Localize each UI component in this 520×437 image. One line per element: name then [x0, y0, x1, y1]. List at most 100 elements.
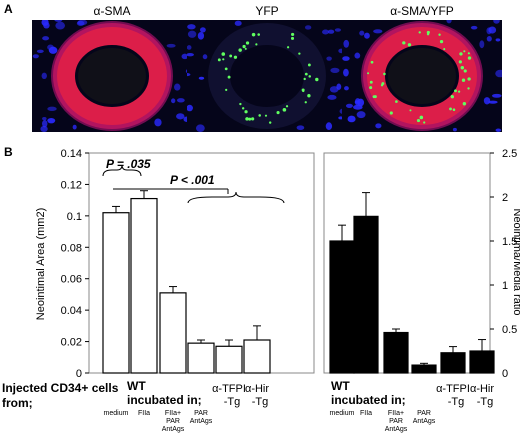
category-label: AntAgs	[162, 426, 185, 433]
nucleus-spot	[304, 25, 312, 30]
bar	[353, 215, 379, 374]
bar	[243, 339, 271, 374]
nucleus-spot	[325, 122, 333, 131]
yfp-cell	[423, 121, 426, 124]
yfp-cell	[439, 40, 444, 44]
nucleus-spot	[375, 123, 382, 129]
yfp-cell	[224, 67, 228, 71]
y-tick-label: 0.12	[61, 179, 82, 191]
yfp-cell	[304, 72, 308, 76]
annotation-p001: P < .001	[170, 173, 215, 187]
yfp-cell	[459, 52, 463, 56]
nucleus-spot	[154, 118, 162, 127]
nucleus-spot	[446, 20, 452, 24]
yfp-cell	[409, 109, 412, 112]
yfp-cell	[315, 77, 319, 82]
yfp-cell	[443, 48, 446, 51]
y-tick-label: 0.02	[61, 337, 82, 349]
yfp-cell	[244, 110, 248, 114]
bracket-p001	[187, 191, 285, 204]
nucleus-spot	[187, 104, 193, 112]
yfp-cell	[245, 117, 249, 121]
yfp-cell	[462, 102, 467, 106]
panel-b-label: B	[4, 145, 13, 159]
nucleus-spot	[491, 93, 502, 98]
yfp-cell	[229, 54, 233, 58]
nucleus-spot	[176, 113, 185, 120]
yfp-cell	[454, 89, 457, 93]
nucleus-spot	[40, 125, 48, 132]
yfp-cell	[245, 41, 250, 45]
nucleus-spot	[187, 24, 196, 30]
nucleus-spot	[32, 54, 39, 59]
bracket-p035	[102, 164, 142, 177]
yfp-cell	[307, 94, 311, 98]
left-category-labels: medium FIIa FIIa+PARAntAgsPARAntAgsα-TFPI-…	[104, 383, 270, 433]
right-y-axis: 0 0.5 1 1.5 2 2.5	[490, 148, 517, 380]
nucleus-spot	[343, 68, 349, 77]
merged-stain-image	[342, 20, 502, 132]
nucleus-spot	[495, 69, 502, 78]
bar	[187, 342, 215, 374]
category-label: PAR	[194, 410, 208, 417]
nucleus-spot	[359, 30, 365, 36]
yfp-stain-image	[187, 20, 347, 132]
micrograph-merge	[342, 20, 502, 132]
yfp-cell	[258, 114, 261, 117]
group-label: α-Hir	[245, 383, 269, 395]
nucleus-spot	[488, 26, 497, 34]
nucleus-spot	[42, 36, 50, 41]
group-label: -Tg	[448, 396, 465, 408]
panel-a-label: A	[4, 2, 13, 16]
category-label: PAR	[166, 418, 180, 425]
group-label: -Tg	[252, 396, 269, 408]
yfp-cell	[251, 117, 255, 121]
nucleus-spot	[47, 117, 56, 124]
nucleus-spot	[338, 116, 344, 120]
yfp-cell	[463, 69, 467, 73]
y-tick-label: 0	[76, 368, 82, 380]
image-title-merge: α-SMA/YFP	[390, 4, 454, 18]
yfp-cell	[251, 32, 256, 37]
yfp-cell	[248, 117, 252, 121]
yfp-cell	[367, 72, 370, 75]
nucleus-spot	[356, 111, 366, 119]
yfp-cell	[458, 60, 462, 64]
yfp-cell	[285, 105, 289, 108]
nucleus-spot	[495, 38, 501, 42]
yfp-cell	[227, 75, 231, 79]
nucleus-spot	[344, 86, 349, 91]
bar	[329, 240, 355, 374]
nucleus-spot	[329, 86, 339, 93]
bar	[130, 197, 158, 374]
nucleus-spot	[495, 128, 502, 132]
nucleus-spot	[345, 103, 353, 108]
yfp-cell	[221, 52, 226, 56]
nucleus-spot	[187, 30, 197, 38]
yfp-cell	[282, 108, 287, 112]
yfp-cell	[402, 41, 406, 45]
nucleus-spot	[354, 52, 361, 59]
yfp-cell	[222, 58, 225, 61]
nucleus-spot	[187, 53, 194, 57]
nucleus-spot	[486, 36, 492, 42]
bar	[102, 212, 130, 374]
nucleus-spot	[41, 20, 49, 26]
bar	[469, 350, 495, 374]
nucleus-spot	[199, 27, 206, 33]
category-label: medium	[330, 410, 355, 417]
y-tick-label: 2.5	[502, 148, 517, 160]
yfp-cell	[369, 86, 373, 90]
yfp-cell	[450, 95, 454, 99]
category-label: AntAgs	[413, 418, 436, 425]
left-bar-group	[102, 190, 271, 374]
yfp-cell	[287, 46, 290, 49]
nucleus-spot	[176, 98, 185, 103]
yfp-cell	[290, 36, 295, 40]
nucleus-spot	[187, 73, 191, 77]
nucleus-spot	[342, 56, 350, 61]
nucleus-spot	[72, 124, 77, 130]
yfp-cell	[304, 101, 307, 104]
nucleus-spot	[330, 67, 340, 73]
left-wt-label: WT	[127, 379, 146, 393]
